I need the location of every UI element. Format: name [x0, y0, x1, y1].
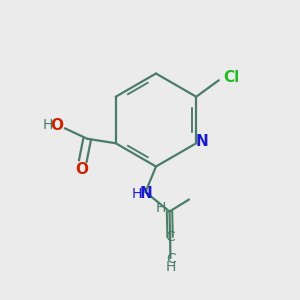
Text: N: N	[140, 186, 152, 201]
Text: H: H	[166, 260, 176, 274]
Text: H: H	[42, 118, 52, 132]
Text: N: N	[196, 134, 208, 149]
Text: C: C	[166, 230, 175, 244]
Text: Cl: Cl	[223, 70, 239, 85]
Text: O: O	[76, 162, 88, 177]
Text: H: H	[131, 188, 142, 201]
Text: C: C	[166, 252, 175, 266]
Text: H: H	[155, 201, 166, 215]
Text: O: O	[51, 118, 64, 133]
